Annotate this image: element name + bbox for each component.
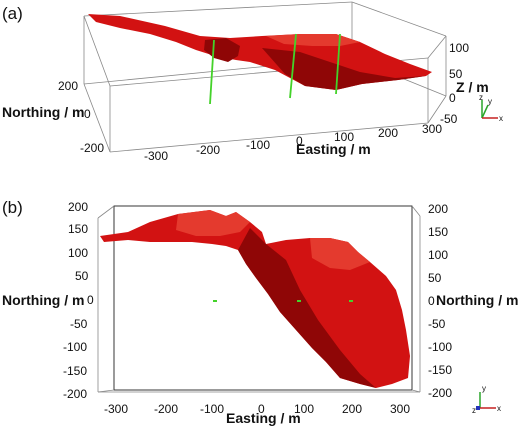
z-tick: -50 xyxy=(440,112,458,126)
northing-tick: -100 xyxy=(63,340,87,354)
panel-b-northing-ticks-left: 200 150 100 50 0 -50 -100 -150 -200 xyxy=(63,200,94,401)
panel-b-orebody-shadow xyxy=(238,228,376,388)
panel-a-easting-ticks: -300 -200 -100 0 100 200 300 xyxy=(144,122,442,163)
easting-tick: -200 xyxy=(154,402,178,416)
borehole-1 xyxy=(213,300,217,302)
panel-a-easting-title: Easting / m xyxy=(296,141,371,157)
northing-tick: -100 xyxy=(428,340,452,354)
easting-tick: 200 xyxy=(378,126,398,140)
panel-a-z-ticks: 100 50 0 -50 xyxy=(440,41,469,126)
northing-tick: -200 xyxy=(63,387,87,401)
panel-a-orientation-triad: z y x xyxy=(479,93,503,123)
panel-a: (a) xyxy=(2,1,503,163)
panel-b: (b) -300 -200 -100 0 100 xyxy=(2,198,518,426)
panel-b-northing-title-left: Northing / m xyxy=(2,292,84,308)
easting-tick: -300 xyxy=(104,402,128,416)
northing-tick: 150 xyxy=(428,225,448,239)
northing-tick: 50 xyxy=(428,271,442,285)
z-tick: 100 xyxy=(449,41,469,55)
panel-b-bounding-box xyxy=(97,205,421,393)
panel-a-northing-ticks: 200 0 -200 xyxy=(58,79,104,155)
northing-tick: 150 xyxy=(68,222,88,236)
northing-tick: 100 xyxy=(428,248,448,262)
easting-tick: 300 xyxy=(422,122,442,136)
panel-a-orebody xyxy=(88,14,432,90)
northing-tick: -200 xyxy=(80,141,104,155)
easting-tick: 0 xyxy=(296,134,303,148)
northing-tick: 100 xyxy=(68,246,88,260)
easting-tick: 100 xyxy=(334,130,354,144)
borehole-2 xyxy=(297,300,301,302)
borehole-3 xyxy=(349,300,353,302)
z-tick: 0 xyxy=(449,91,456,105)
panel-b-label: (b) xyxy=(2,198,23,217)
borehole-3 xyxy=(335,33,341,95)
triad-z-label: z xyxy=(472,406,476,415)
northing-tick: 0 xyxy=(87,293,94,307)
easting-tick: -100 xyxy=(246,138,270,152)
borehole-2 xyxy=(289,33,297,99)
panel-a-northing-title: Northing / m xyxy=(2,104,84,120)
easting-tick: 100 xyxy=(294,402,314,416)
northing-tick: 200 xyxy=(58,79,78,93)
panel-b-orebody-highlight xyxy=(310,238,370,270)
easting-tick: -100 xyxy=(200,402,224,416)
panel-a-boreholes xyxy=(209,33,341,105)
triad-x-label: x xyxy=(497,404,501,413)
panel-a-orebody-highlight xyxy=(266,34,360,46)
panel-b-orientation-triad: y z x xyxy=(472,384,501,415)
triad-z-label: z xyxy=(479,93,483,102)
easting-tick: 300 xyxy=(390,402,410,416)
panel-b-northing-ticks-right: 200 150 100 50 0 -50 -100 -150 -200 xyxy=(428,202,452,400)
northing-tick: -150 xyxy=(428,363,452,377)
panel-b-orebody xyxy=(100,210,410,388)
triad-x-label: x xyxy=(499,114,503,123)
easting-tick: -300 xyxy=(144,149,168,163)
northing-tick: -50 xyxy=(428,317,446,331)
borehole-1 xyxy=(209,39,215,105)
panel-b-easting-title: Easting / m xyxy=(226,410,301,426)
easting-tick: -200 xyxy=(196,143,220,157)
easting-tick: 200 xyxy=(342,402,362,416)
triad-y-label: y xyxy=(482,384,486,393)
northing-tick: 200 xyxy=(428,202,448,216)
z-tick: 50 xyxy=(449,67,463,81)
panel-b-boreholes xyxy=(213,300,353,302)
northing-tick: 50 xyxy=(75,269,89,283)
northing-tick: 0 xyxy=(428,294,435,308)
panel-a-z-title: Z / m xyxy=(456,79,489,95)
northing-tick: 0 xyxy=(84,107,91,121)
northing-tick: -150 xyxy=(63,364,87,378)
panel-a-orebody-shadow xyxy=(262,48,426,90)
northing-tick: -200 xyxy=(428,386,452,400)
triad-y-label: y xyxy=(488,97,492,106)
panel-a-label: (a) xyxy=(2,4,23,23)
panel-b-easting-ticks: -300 -200 -100 0 100 200 300 xyxy=(104,402,410,416)
panel-b-northing-title-right: Northing / m xyxy=(436,292,518,308)
northing-tick: 200 xyxy=(68,200,88,214)
northing-tick: -50 xyxy=(70,317,88,331)
easting-tick: 0 xyxy=(258,402,265,416)
panel-b-orebody-highlight xyxy=(176,210,250,236)
